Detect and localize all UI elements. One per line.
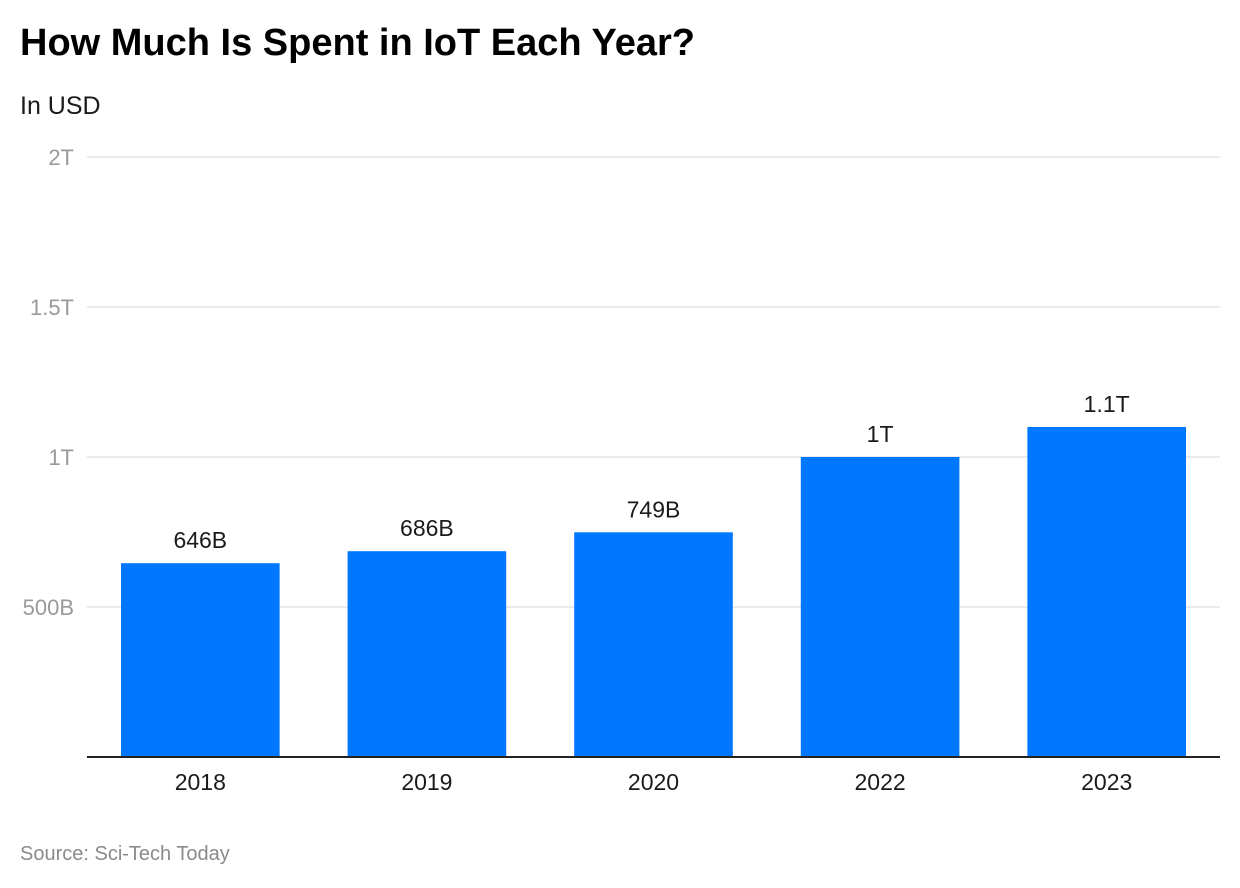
x-axis-ticks: 2018 2019 2020 2022 2023 (175, 769, 1133, 795)
bars (120, 427, 1187, 757)
data-label: 1T (867, 421, 894, 447)
chart-title: How Much Is Spent in IoT Each Year? (20, 22, 695, 64)
bar-2022 (800, 457, 960, 757)
x-tick-label: 2020 (628, 769, 679, 795)
data-label: 646B (173, 527, 227, 553)
y-axis-ticks: 500B 1T 1.5T 2T (23, 145, 74, 620)
bar-2019 (347, 551, 507, 757)
chart-subtitle: In USD (20, 92, 101, 120)
x-tick-label: 2023 (1081, 769, 1132, 795)
y-tick-label: 2T (48, 145, 74, 170)
source-note: Source: Sci-Tech Today (20, 843, 230, 865)
y-tick-label: 1T (48, 445, 74, 470)
data-label: 1.1T (1084, 391, 1130, 417)
x-tick-label: 2019 (401, 769, 452, 795)
bar-2023 (1027, 427, 1187, 757)
bar-2020 (574, 532, 733, 757)
y-tick-label: 500B (23, 595, 74, 620)
x-tick-label: 2018 (175, 769, 226, 795)
data-label: 686B (400, 515, 454, 541)
x-tick-label: 2022 (855, 769, 906, 795)
data-labels: 646B 686B 749B 1T 1.1T (173, 391, 1129, 553)
y-tick-label: 1.5T (30, 295, 74, 320)
data-label: 749B (627, 496, 681, 522)
bar-2018 (120, 563, 280, 757)
